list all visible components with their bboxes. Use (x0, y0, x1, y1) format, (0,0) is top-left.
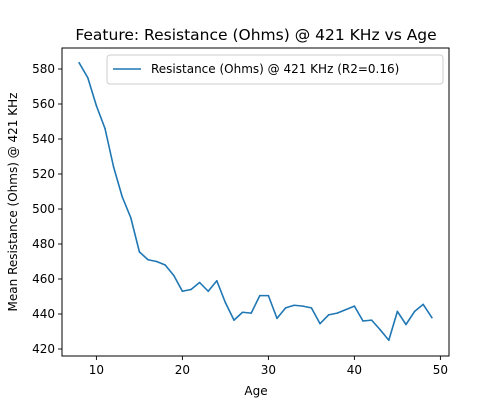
data-point (310, 307, 313, 309)
data-point (233, 319, 235, 321)
data-point (336, 312, 339, 314)
data-point (327, 314, 330, 316)
data-point (112, 166, 115, 168)
axes-frame (61, 47, 450, 357)
y-tick-label: 480 (32, 237, 55, 251)
data-point (353, 305, 356, 307)
y-tick-label: 420 (32, 342, 55, 356)
data-point (104, 127, 106, 130)
data-point (138, 251, 141, 253)
data-point (241, 311, 244, 314)
legend-box (106, 54, 444, 85)
x-tick-label: 50 (433, 363, 448, 377)
data-point (164, 264, 166, 266)
data-point (431, 316, 433, 319)
y-tick-label: 540 (32, 132, 55, 146)
data-point (267, 294, 270, 297)
data-point (362, 320, 364, 322)
y-axis-ticks: 420 440 460 480 500 520 540 560 580 (32, 62, 62, 356)
x-axis-label: Age (244, 384, 267, 398)
data-point (121, 195, 123, 198)
x-tick-label: 40 (347, 363, 362, 377)
data-point (87, 76, 89, 79)
x-tick-label: 20 (175, 363, 190, 377)
legend-label: Resistance (Ohms) @ 421 KHz (R2=0.16) (151, 62, 399, 76)
data-point (276, 317, 278, 320)
data-point (302, 305, 304, 307)
data-point (422, 303, 425, 306)
series-points (78, 62, 433, 342)
data-point (95, 104, 98, 107)
x-axis-ticks: 10 20 30 40 50 (89, 356, 448, 377)
x-tick-label: 30 (261, 363, 276, 377)
data-point (147, 258, 149, 261)
data-point (216, 279, 218, 282)
y-axis-label: Mean Resistance (Ohms) @ 421 KHz (6, 93, 20, 312)
data-point (250, 312, 252, 314)
x-tick-label: 10 (89, 363, 104, 377)
plot-area (61, 47, 450, 357)
chart-title: Feature: Resistance (Ohms) @ 421 KHz vs … (75, 26, 436, 44)
data-point (224, 301, 227, 304)
data-point (259, 294, 261, 297)
data-point (198, 281, 201, 284)
data-point (370, 319, 373, 321)
data-point (388, 339, 390, 342)
data-point (190, 288, 192, 291)
y-tick-label: 500 (32, 202, 55, 216)
data-point (181, 290, 184, 293)
y-tick-label: 560 (32, 97, 55, 111)
data-point (173, 274, 175, 277)
data-point (207, 290, 209, 293)
data-point (78, 62, 80, 64)
data-point (130, 216, 132, 219)
data-point (396, 310, 399, 313)
data-point (319, 322, 321, 325)
data-point (379, 328, 382, 331)
data-point (413, 310, 416, 313)
y-tick-label: 440 (32, 307, 55, 321)
y-tick-label: 580 (32, 62, 55, 76)
data-point (405, 323, 407, 326)
y-tick-label: 520 (32, 167, 55, 181)
data-point (155, 260, 158, 263)
data-point (284, 307, 287, 309)
legend: Resistance (Ohms) @ 421 KHz (R2=0.16) (106, 54, 444, 85)
data-point (345, 308, 347, 311)
data-point (293, 304, 296, 307)
y-tick-label: 460 (32, 272, 55, 286)
series-line (78, 61, 433, 342)
